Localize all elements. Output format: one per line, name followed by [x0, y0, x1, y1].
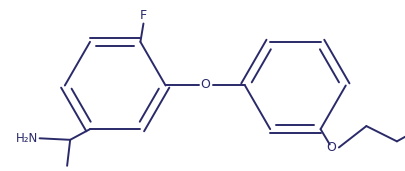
- Text: O: O: [326, 141, 335, 154]
- Text: F: F: [140, 9, 147, 22]
- Text: O: O: [200, 78, 210, 91]
- Text: H₂N: H₂N: [16, 132, 38, 145]
